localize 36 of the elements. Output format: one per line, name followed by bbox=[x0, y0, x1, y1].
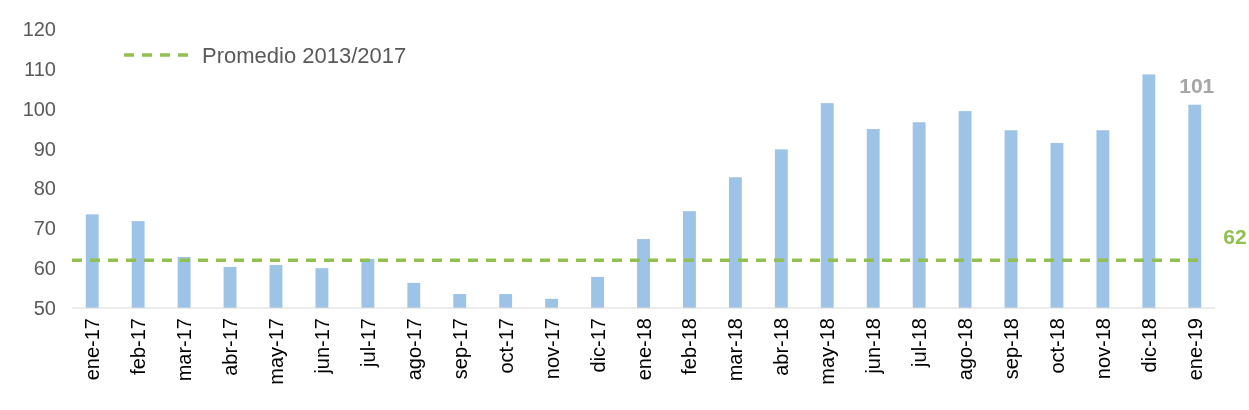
x-tick-label: dic-18 bbox=[1137, 318, 1160, 373]
x-tick-label: may-18 bbox=[816, 318, 839, 385]
x-tick-label: jun-17 bbox=[310, 318, 333, 375]
y-tick-label: 50 bbox=[33, 297, 56, 319]
legend-label: Promedio 2013/2017 bbox=[202, 42, 407, 68]
data-label: 101 bbox=[1179, 73, 1215, 97]
x-tick-label: abr-17 bbox=[219, 318, 242, 376]
x-tick-label: ago-18 bbox=[954, 318, 977, 381]
x-tick-label: ene-19 bbox=[1183, 318, 1206, 381]
x-tick-label: nov-17 bbox=[540, 318, 563, 380]
x-tick-label: abr-18 bbox=[770, 318, 793, 376]
x-tick-label: ago-17 bbox=[402, 318, 425, 381]
x-tick-label: jul-17 bbox=[356, 318, 379, 368]
x-tick-label: ene-17 bbox=[81, 318, 104, 381]
x-tick-label: ene-18 bbox=[632, 318, 655, 381]
x-tick-label: sep-17 bbox=[448, 318, 471, 380]
y-tick-label: 120 bbox=[22, 18, 56, 40]
x-tick-label: jun-18 bbox=[862, 318, 885, 375]
y-tick-label: 90 bbox=[33, 137, 56, 160]
x-tick-label: feb-18 bbox=[678, 318, 701, 375]
x-tick-label: oct-18 bbox=[1045, 318, 1068, 374]
x-tick-label: mar-17 bbox=[173, 318, 196, 382]
y-tick-label: 80 bbox=[33, 177, 56, 200]
y-tick-label: 100 bbox=[22, 97, 56, 120]
x-tick-label: may-17 bbox=[264, 318, 287, 385]
y-tick-label: 60 bbox=[33, 257, 56, 280]
y-tick-label: 110 bbox=[24, 57, 56, 80]
x-tick-label: mar-18 bbox=[724, 318, 747, 382]
text: 62 bbox=[1223, 224, 1247, 248]
x-tick-label: jul-18 bbox=[908, 318, 931, 368]
y-tick-label: 70 bbox=[33, 217, 56, 240]
x-tick-label: feb-17 bbox=[127, 318, 150, 375]
x-tick-label: oct-17 bbox=[494, 318, 517, 374]
x-tick-label: nov-18 bbox=[1091, 318, 1114, 380]
x-tick-label: sep-18 bbox=[1000, 318, 1023, 380]
x-tick-label: dic-17 bbox=[586, 318, 609, 373]
